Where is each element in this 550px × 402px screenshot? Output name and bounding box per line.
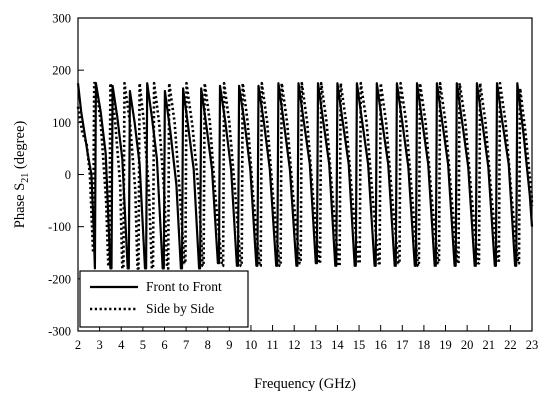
x-tick-label: 4 bbox=[118, 338, 125, 352]
x-tick-label: 5 bbox=[140, 338, 146, 352]
y-tick-label: -100 bbox=[48, 220, 71, 234]
y-axis-title-main: Phase S bbox=[12, 183, 28, 229]
x-tick-label: 11 bbox=[267, 338, 279, 352]
x-tick-label: 13 bbox=[310, 338, 323, 352]
legend: Front to Front Side by Side bbox=[79, 270, 249, 328]
x-tick-label: 22 bbox=[504, 338, 517, 352]
x-tick-label: 10 bbox=[245, 338, 258, 352]
x-tick-label: 20 bbox=[461, 338, 474, 352]
x-tick-label: 2 bbox=[75, 338, 81, 352]
y-axis-ticks: -300 -200 -100 0 100 200 300 bbox=[48, 12, 84, 339]
x-tick-label: 19 bbox=[439, 338, 452, 352]
series-layer bbox=[76, 81, 534, 270]
x-tick-label: 8 bbox=[205, 338, 211, 352]
x-tick-label: 18 bbox=[418, 338, 431, 352]
x-tick-label: 3 bbox=[96, 338, 102, 352]
y-axis-title-subscript: 21 bbox=[20, 173, 31, 183]
series-line-side-by-side bbox=[76, 81, 534, 270]
series-line-front-to-front bbox=[76, 82, 534, 270]
y-axis-title: Phase S21 (degree) bbox=[12, 121, 31, 229]
legend-label-front-to-front: Front to Front bbox=[146, 279, 222, 294]
x-tick-label: 14 bbox=[331, 338, 344, 352]
x-tick-label: 7 bbox=[183, 338, 189, 352]
x-tick-label: 6 bbox=[161, 338, 167, 352]
y-axis-title-tail: (degree) bbox=[12, 121, 28, 173]
legend-box bbox=[79, 270, 249, 328]
x-tick-label: 21 bbox=[483, 338, 496, 352]
x-tick-label: 12 bbox=[288, 338, 301, 352]
y-tick-label: 100 bbox=[52, 116, 71, 130]
x-axis-title: Frequency (GHz) bbox=[254, 376, 356, 392]
x-tick-label: 17 bbox=[396, 338, 409, 352]
y-tick-label: -200 bbox=[48, 272, 71, 286]
y-tick-label: 200 bbox=[52, 64, 71, 78]
x-tick-label: 15 bbox=[353, 338, 366, 352]
x-tick-label: 16 bbox=[374, 338, 387, 352]
y-tick-label: 0 bbox=[65, 168, 71, 182]
x-tick-label: 23 bbox=[526, 338, 539, 352]
y-tick-label: 300 bbox=[52, 12, 71, 26]
y-tick-label: -300 bbox=[48, 325, 71, 339]
x-tick-label: 9 bbox=[226, 338, 232, 352]
legend-label-side-by-side: Side by Side bbox=[146, 301, 214, 316]
x-axis-ticks: 2 3 4 5 6 7 8 9 10 11 12 13 14 15 16 17 18 19 20 21 22 23 bbox=[75, 325, 538, 352]
